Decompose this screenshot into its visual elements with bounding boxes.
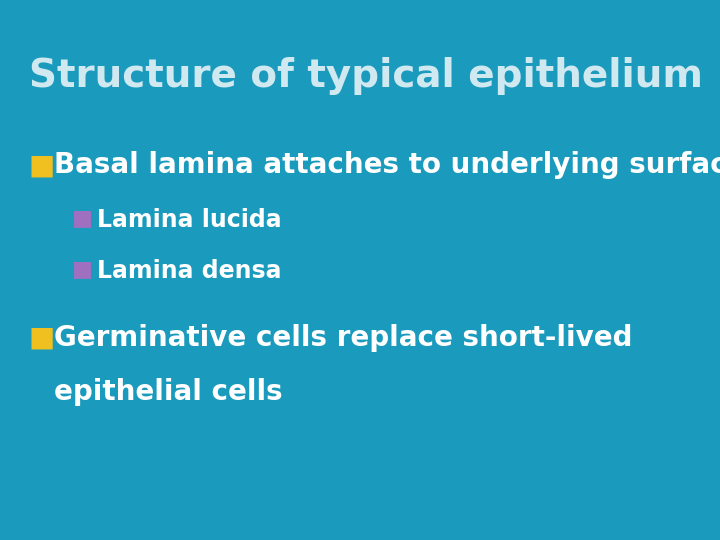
Text: epithelial cells: epithelial cells [54,378,283,406]
Text: Lamina densa: Lamina densa [97,259,282,283]
Text: Basal lamina attaches to underlying surface: Basal lamina attaches to underlying surf… [54,151,720,179]
Text: ■: ■ [29,151,55,179]
Text: Structure of typical epithelium: Structure of typical epithelium [29,57,703,94]
Text: ■: ■ [72,208,93,228]
Text: ■: ■ [29,324,55,352]
Text: ■: ■ [72,259,93,279]
Text: Germinative cells replace short-lived: Germinative cells replace short-lived [54,324,632,352]
Text: Lamina lucida: Lamina lucida [97,208,282,232]
